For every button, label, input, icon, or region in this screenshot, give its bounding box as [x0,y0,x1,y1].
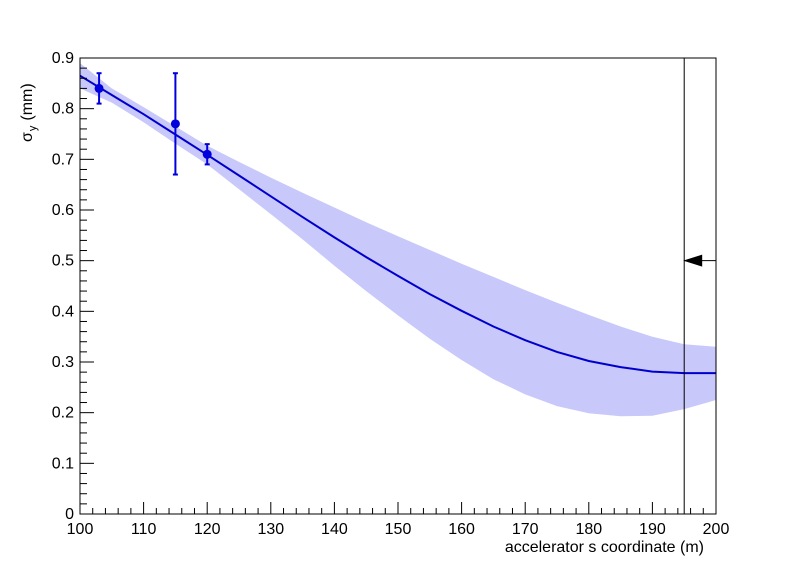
y-tick-label: 0.3 [52,354,74,371]
data-point [170,119,180,129]
y-axis-label: σy (mm) [19,83,39,142]
data-point [94,83,104,93]
fit-line-layer [79,74,716,375]
y-axis-label-unit: (mm) [19,83,36,120]
x-axis-label: accelerator s coordinate (m) [505,539,704,556]
x-axis: 100 110 120 130 140 150 160 170 180 190 200 [67,502,730,538]
x-tick-label: 150 [385,521,412,538]
x-tick-label: 180 [575,521,602,538]
y-tick-label: 0.7 [52,151,74,168]
x-tick-label: 130 [257,521,284,538]
svg-text:σy(mm): σy (mm) [19,83,39,142]
y-tick-label: 0 [65,506,74,523]
x-tick-label: 160 [448,521,475,538]
y-tick-label: 0.5 [52,253,74,270]
marker-arrow-head [683,254,703,267]
y-axis: 0 0.1 0.2 0.3 0.4 0.5 0.6 0.7 0.8 0.9 [52,50,94,523]
data-points-layer [94,72,212,176]
x-tick-label: 140 [321,521,348,538]
data-point [202,149,212,159]
x-tick-label: 190 [639,521,666,538]
vertical-marker-layer [683,58,716,514]
x-tick-label: 170 [512,521,539,538]
confidence-band-layer [80,63,716,417]
y-tick-label: 0.2 [52,405,74,422]
y-axis-label-symbol: σ [19,132,36,142]
x-tick-label: 200 [703,521,730,538]
y-axis-label-subscript: y [27,125,39,131]
y-tick-label: 0.6 [52,202,74,219]
y-tick-label: 0.1 [52,455,74,472]
y-tick-label: 0.8 [52,101,74,118]
x-tick-label: 120 [194,521,221,538]
x-tick-label: 100 [67,521,94,538]
y-tick-label: 0.4 [52,303,74,320]
x-tick-label: 110 [131,521,157,538]
y-tick-label: 0.9 [52,50,74,67]
confidence-band [80,63,716,417]
fit-line [79,74,716,375]
